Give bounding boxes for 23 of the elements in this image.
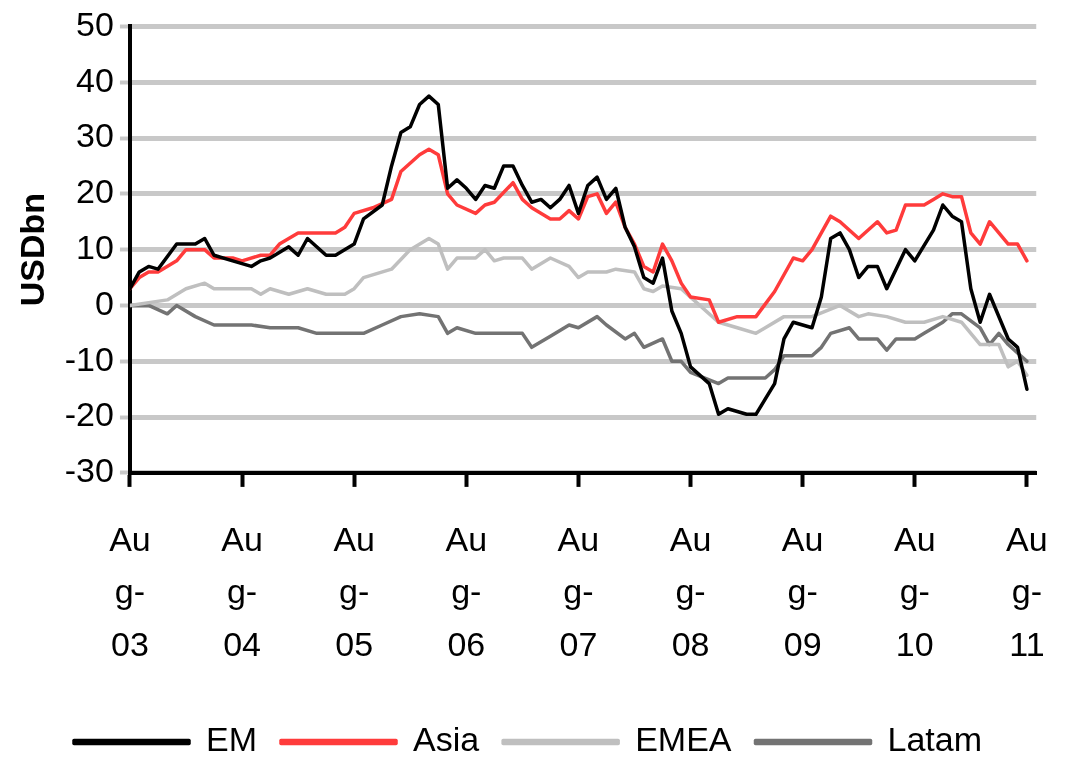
x-tick-label: Aug-08 [669,519,712,664]
y-tick-label: -10 [64,339,114,378]
x-tick-label: Aug-05 [333,519,375,664]
y-tick-label: 40 [76,60,114,99]
y-tick-label: 0 [95,283,114,322]
y-axis-title: USDbn [12,192,51,307]
x-tick-label: Aug-03 [109,519,151,664]
y-tick-label: -20 [64,395,114,434]
x-tick-label: Aug-09 [781,519,824,664]
y-tick-label: 10 [76,228,114,267]
legend-label: EM [206,720,257,759]
y-tick-label: 20 [76,172,114,211]
x-tick-label: Aug-06 [445,519,488,664]
y-tick-label: -30 [64,451,114,490]
x-tick-label: Aug-04 [221,519,263,664]
legend-label: Latam [887,720,982,759]
y-tick-label: 50 [76,4,114,43]
legend-label: EMEA [635,720,732,759]
y-tick-label: 30 [76,116,114,155]
x-tick-label: Aug-11 [1006,519,1048,664]
x-tick-label: Aug-07 [557,519,600,664]
legend-label: Asia [413,720,480,759]
x-tick-label: Aug-10 [893,519,936,664]
